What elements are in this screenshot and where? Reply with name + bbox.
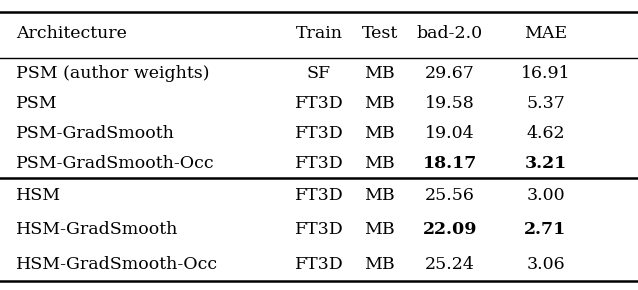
Text: 19.58: 19.58	[425, 95, 475, 112]
Text: 5.37: 5.37	[526, 95, 565, 112]
Text: HSM-GradSmooth: HSM-GradSmooth	[16, 221, 179, 238]
Text: bad-2.0: bad-2.0	[417, 25, 483, 42]
Text: FT3D: FT3D	[295, 187, 343, 204]
Text: Train: Train	[295, 25, 343, 42]
Text: PSM-GradSmooth-Occ: PSM-GradSmooth-Occ	[16, 155, 214, 172]
Text: Architecture: Architecture	[16, 25, 127, 42]
Text: 2.71: 2.71	[524, 221, 567, 238]
Text: SF: SF	[307, 65, 331, 81]
Text: 3.00: 3.00	[526, 187, 565, 204]
Text: HSM-GradSmooth-Occ: HSM-GradSmooth-Occ	[16, 256, 218, 273]
Text: FT3D: FT3D	[295, 95, 343, 112]
Text: MB: MB	[364, 125, 395, 142]
Text: 4.62: 4.62	[526, 125, 565, 142]
Text: PSM (author weights): PSM (author weights)	[16, 65, 209, 81]
Text: MB: MB	[364, 221, 395, 238]
Text: 29.67: 29.67	[425, 65, 475, 81]
Text: 25.56: 25.56	[425, 187, 475, 204]
Text: 3.06: 3.06	[526, 256, 565, 273]
Text: HSM: HSM	[16, 187, 61, 204]
Text: PSM: PSM	[16, 95, 57, 112]
Text: 22.09: 22.09	[422, 221, 477, 238]
Text: MAE: MAE	[524, 25, 567, 42]
Text: FT3D: FT3D	[295, 155, 343, 172]
Text: 25.24: 25.24	[425, 256, 475, 273]
Text: MB: MB	[364, 65, 395, 81]
Text: MB: MB	[364, 95, 395, 112]
Text: Test: Test	[362, 25, 397, 42]
Text: 19.04: 19.04	[425, 125, 475, 142]
Text: 16.91: 16.91	[521, 65, 570, 81]
Text: FT3D: FT3D	[295, 256, 343, 273]
Text: FT3D: FT3D	[295, 125, 343, 142]
Text: FT3D: FT3D	[295, 221, 343, 238]
Text: 18.17: 18.17	[422, 155, 477, 172]
Text: MB: MB	[364, 155, 395, 172]
Text: MB: MB	[364, 187, 395, 204]
Text: 3.21: 3.21	[524, 155, 567, 172]
Text: MB: MB	[364, 256, 395, 273]
Text: PSM-GradSmooth: PSM-GradSmooth	[16, 125, 175, 142]
